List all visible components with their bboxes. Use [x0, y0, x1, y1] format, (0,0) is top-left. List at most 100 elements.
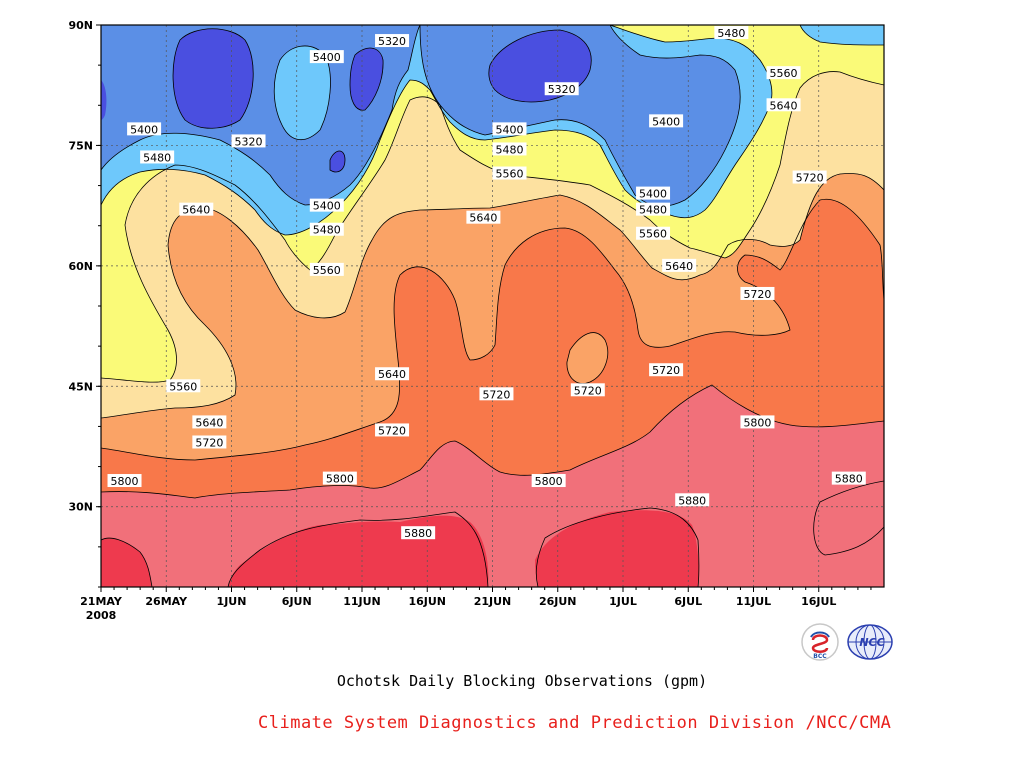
contour-label-text: 5480	[143, 151, 171, 164]
contour-label-bg	[140, 150, 175, 164]
contour-label: 5560	[492, 166, 527, 181]
x-tick-label: 21JUN	[474, 595, 512, 608]
contour-label: 5640	[662, 258, 697, 273]
contour-label-bg	[179, 202, 214, 216]
contour-label-text: 5800	[535, 475, 563, 488]
contour-label: 5560	[766, 66, 801, 80]
svg-text:NCC: NCC	[859, 636, 884, 649]
contour-label-text: 5640	[182, 204, 210, 217]
x-tick-label: 6JUN	[282, 595, 312, 608]
contour-label-bg	[492, 122, 527, 136]
y-tick-label: 45N	[68, 380, 93, 393]
x-tick-label: 6JUL	[674, 595, 702, 608]
contour-label-text: 5320	[378, 35, 406, 48]
contour-label: 5320	[231, 134, 266, 148]
contour-label: 5400	[309, 50, 344, 64]
contour-label-text: 5640	[770, 99, 798, 112]
contour-label-bg	[192, 415, 227, 429]
y-tick-label: 90N	[68, 19, 93, 32]
x-tick-label: 11JUN	[343, 595, 381, 608]
contour-label-bg	[309, 198, 344, 212]
contour-label: 5880	[675, 493, 710, 507]
contour-label-text: 5480	[717, 27, 745, 40]
contour-label-text: 5400	[496, 123, 524, 136]
contour-label: 5640	[766, 98, 801, 112]
contour-label-text: 5720	[378, 424, 406, 437]
contour-label: 5720	[570, 383, 605, 397]
contour-label: 5880	[831, 471, 866, 486]
contour-label-bg	[636, 226, 671, 240]
x-tick-label: 1JUN	[217, 595, 247, 608]
contour-label: 5560	[166, 379, 201, 393]
contour-label-text: 5320	[235, 135, 263, 148]
contour-label-bg	[662, 258, 697, 272]
contour-label: 5320	[544, 82, 579, 96]
contour-label: 5400	[309, 198, 344, 213]
contour-label-bg	[636, 186, 671, 200]
y-tick-label: 75N	[68, 139, 93, 152]
contour-label-bg	[531, 474, 566, 488]
contour-label: 5800	[740, 415, 775, 429]
contour-label-text: 5640	[195, 416, 223, 429]
contour-label-text: 5880	[835, 473, 863, 486]
contour-label: 5480	[714, 26, 749, 40]
contour-label: 5800	[531, 474, 566, 488]
contour-label-bg	[649, 114, 684, 128]
contour-label-bg	[322, 471, 357, 485]
contour-label-text: 5560	[313, 264, 341, 277]
svg-text:BCC: BCC	[813, 653, 827, 660]
bcc-logo: BCC	[801, 623, 839, 661]
contour-label-text: 5880	[404, 527, 432, 540]
contour-label: 5640	[375, 367, 410, 381]
contour-label-bg	[766, 66, 801, 80]
contour-label-text: 5400	[639, 188, 667, 201]
contour-label-bg	[792, 170, 827, 184]
x-tick-label: 16JUN	[408, 595, 446, 608]
contour-label-bg	[375, 423, 410, 437]
contour-label-text: 5560	[770, 67, 798, 80]
fill-low-5	[101, 80, 107, 120]
contour-label-bg	[714, 26, 749, 40]
contour-label: 5400	[492, 122, 527, 136]
contour-label: 5720	[740, 286, 775, 301]
contour-labels: 5320 5400 5480 5560 5640 5320 5400 5320 5400 5400…	[107, 26, 866, 540]
contour-label-bg	[544, 82, 579, 96]
contour-label-bg	[166, 379, 201, 393]
contour-label-bg	[740, 415, 775, 429]
contour-label-text: 5320	[548, 83, 576, 96]
contour-label: 5720	[649, 363, 684, 377]
contour-label: 5480	[140, 150, 175, 164]
contour-label-bg	[492, 166, 527, 180]
contour-label: 5800	[107, 474, 142, 488]
contour-label: 5720	[792, 170, 827, 185]
grid-lines	[101, 25, 884, 587]
contour-label: 5560	[309, 262, 344, 277]
contour-label: 5720	[375, 423, 410, 437]
fill-low-1	[173, 28, 254, 129]
contour-label-bg	[740, 286, 775, 300]
contour-label-text: 5400	[652, 115, 680, 128]
contour-label-bg	[466, 210, 501, 224]
contour-label-bg	[375, 367, 410, 381]
contour-label: 5480	[636, 202, 671, 217]
x-tick-label: 11JUL	[736, 595, 771, 608]
contour-label-text: 5720	[195, 436, 223, 449]
contour-label: 5320	[375, 34, 410, 48]
x-tick-label: 1JUL	[609, 595, 637, 608]
contour-label-bg	[309, 50, 344, 64]
contour-label: 5800	[322, 471, 357, 486]
contour-label-text: 5720	[574, 384, 602, 397]
fill-low-2	[350, 48, 384, 111]
contour-label-bg	[649, 363, 684, 377]
contour-label-bg	[127, 122, 162, 136]
contour-label-text: 5560	[169, 380, 197, 393]
y-tick-label: 60N	[68, 260, 93, 273]
contour-label-bg	[570, 383, 605, 397]
contour-label-bg	[231, 134, 266, 148]
y-tick-label: 30N	[68, 501, 93, 514]
contour-label-text: 5640	[665, 260, 693, 273]
x-tick-label: 26JUN	[539, 595, 577, 608]
contour-label-text: 5480	[313, 224, 341, 237]
contour-label: 5720	[192, 435, 227, 449]
contour-label: 5400	[649, 114, 684, 128]
